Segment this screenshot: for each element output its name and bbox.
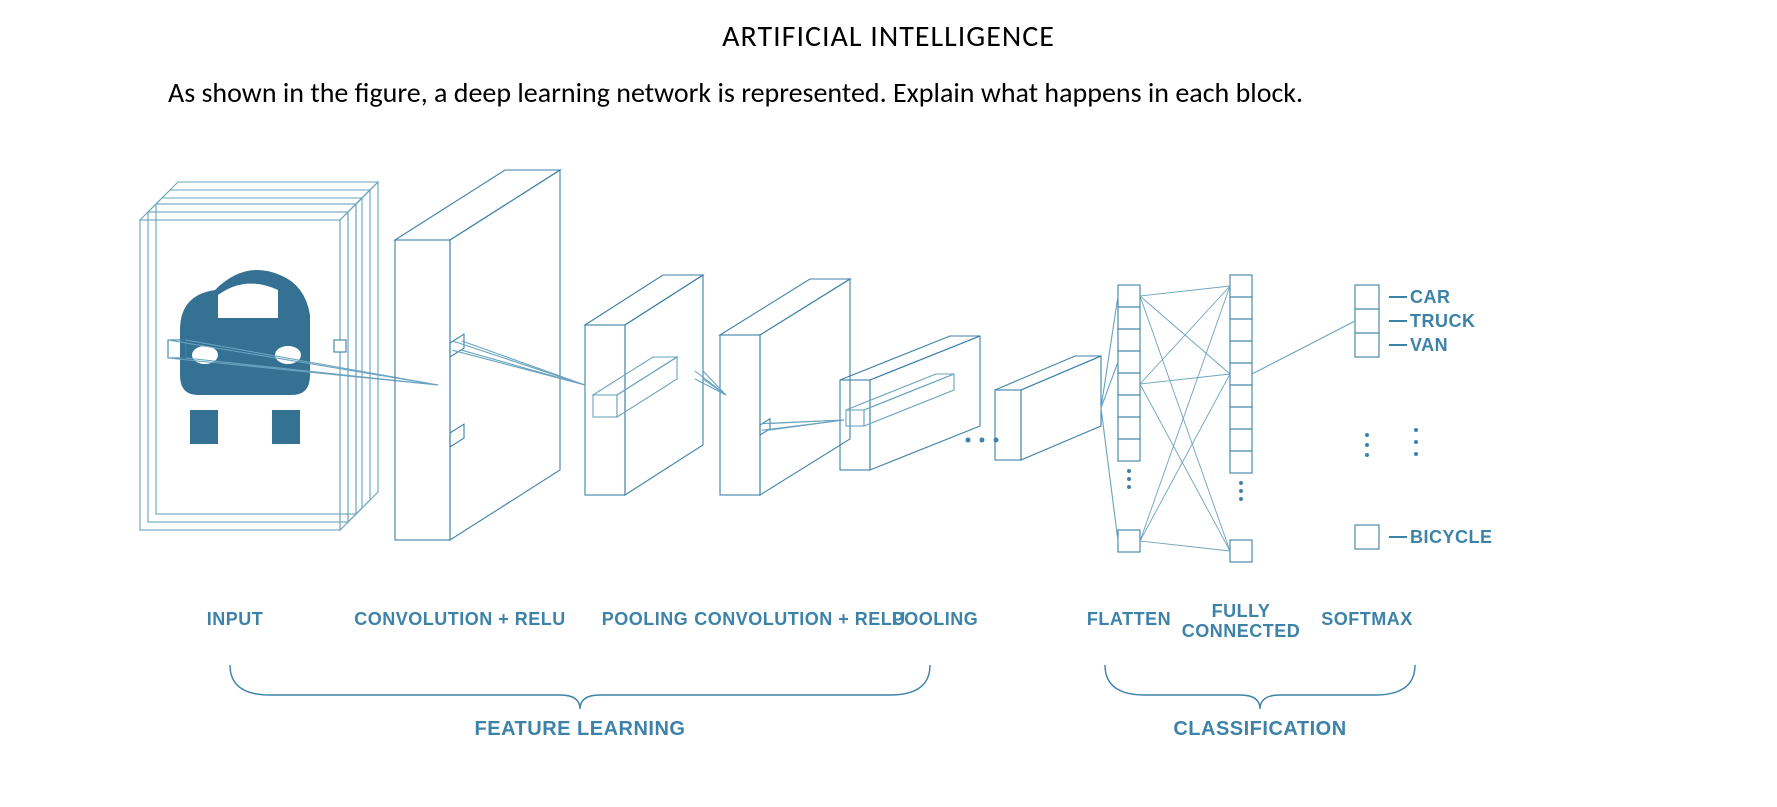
svg-text:POOLING: POOLING [602,609,689,629]
svg-text:VAN: VAN [1410,335,1448,355]
svg-text:INPUT: INPUT [207,609,264,629]
question-text: As shown in the figure, a deep learning … [168,74,1577,112]
cnn-svg: CAR TRUCK VAN BICYCLE INPUT CONVOLUTION + REL… [130,180,1630,780]
svg-text:CAR: CAR [1410,287,1451,307]
page-title: ARTIFICIAL INTELLIGENCE [0,18,1777,55]
svg-text:CONVOLUTION + RELU: CONVOLUTION + RELU [694,609,906,629]
svg-text:CLASSIFICATION: CLASSIFICATION [1173,718,1346,740]
svg-text:TRUCK: TRUCK [1410,311,1476,331]
svg-text:FEATURE LEARNING: FEATURE LEARNING [475,718,686,740]
svg-text:SOFTMAX: SOFTMAX [1321,609,1413,629]
cnn-diagram: CAR TRUCK VAN BICYCLE INPUT CONVOLUTION + REL… [130,180,1630,780]
svg-text:FULLYCONNECTED: FULLYCONNECTED [1182,601,1301,641]
svg-text:FLATTEN: FLATTEN [1087,609,1171,629]
svg-text:POOLING: POOLING [892,609,979,629]
svg-text:CONVOLUTION + RELU: CONVOLUTION + RELU [354,609,566,629]
svg-text:BICYCLE: BICYCLE [1410,527,1493,547]
